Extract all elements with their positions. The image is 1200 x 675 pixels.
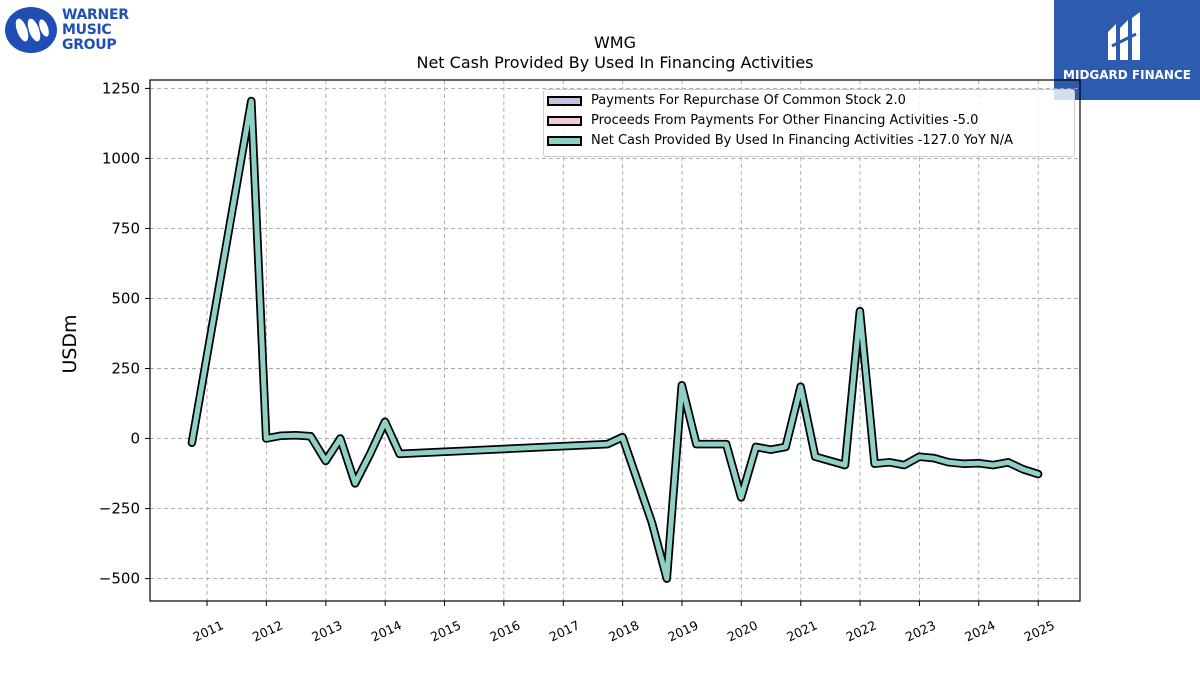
data-point: [799, 385, 802, 388]
data-point: [1007, 461, 1010, 464]
legend-swatch-repurchase: [547, 96, 582, 106]
data-point: [754, 445, 758, 449]
data-point: [294, 434, 297, 437]
logo-line-2: MUSIC: [62, 22, 112, 38]
y-tick-label: −250: [99, 500, 140, 518]
x-tick-label: 2017: [547, 617, 582, 644]
legend-label-net-financing: Net Cash Provided By Used In Financing A…: [591, 133, 1014, 148]
y-tick-label: 250: [111, 360, 140, 378]
data-point: [873, 462, 876, 465]
logo-line-3: GROUP: [62, 37, 117, 53]
series-line: [189, 98, 1041, 582]
data-point: [695, 442, 698, 446]
y-tick-label: −500: [99, 570, 140, 588]
logo-line-1: WARNER: [62, 7, 129, 23]
data-point: [843, 463, 847, 467]
data-point: [665, 577, 668, 580]
legend-item-repurchase: Payments For Repurchase Of Common Stock …: [546, 92, 1072, 112]
y-tick-label: 500: [111, 289, 140, 307]
data-point: [710, 442, 713, 446]
legend-swatch-net-financing: [547, 136, 582, 146]
x-tick-label: 2016: [487, 617, 522, 644]
legend-swatch-other-financing: [547, 116, 582, 126]
data-point: [190, 441, 194, 444]
y-tick-label: 750: [111, 219, 140, 237]
x-tick-label: 2022: [844, 617, 879, 644]
data-point: [828, 459, 832, 463]
data-point: [398, 452, 401, 456]
legend-label-repurchase: Payments For Repurchase Of Common Stock …: [591, 93, 906, 108]
chart-title: WMG: [593, 33, 637, 52]
data-point: [309, 435, 312, 438]
x-tick-label: 2011: [191, 617, 226, 644]
x-tick-label: 2014: [369, 617, 404, 644]
midgard-finance-logo: MIDGARD FINANCE: [1054, 0, 1200, 100]
x-tick-label: 2019: [665, 617, 700, 644]
series-layer: [187, 96, 1043, 583]
data-point: [368, 452, 372, 456]
data-point: [680, 384, 683, 387]
y-tick-label: 1000: [102, 149, 140, 167]
data-point: [769, 448, 772, 451]
data-point: [339, 437, 342, 440]
data-point: [784, 445, 787, 449]
data-point: [903, 463, 906, 467]
data-point: [962, 462, 965, 465]
data-point: [977, 462, 980, 465]
data-point: [265, 437, 268, 440]
data-point: [353, 482, 357, 485]
data-point: [932, 456, 936, 460]
x-tick-label: 2025: [1022, 617, 1057, 644]
data-point: [739, 496, 743, 499]
x-tick-label: 2020: [725, 617, 760, 644]
data-point: [324, 459, 327, 463]
midgard-finance-name: MIDGARD FINANCE: [1063, 68, 1191, 82]
data-point: [858, 309, 862, 313]
midgard-logo-icon: [1108, 12, 1140, 60]
legend-item-other-financing: Proceeds From Payments For Other Financi…: [546, 112, 1072, 132]
data-point: [621, 435, 624, 439]
x-axis-ticks: 2011 2012 2013 2014 2015 2016 2017 2018 2019 2020…: [191, 601, 1057, 644]
warner-music-logo-icon: [5, 7, 57, 53]
x-tick-label: 2023: [903, 617, 938, 644]
warner-music-group-logo: WARNER MUSIC GROUP: [4, 4, 144, 56]
data-point: [1021, 468, 1025, 471]
data-point: [725, 442, 728, 446]
x-tick-label: 2018: [606, 617, 641, 644]
chart-legend: Payments For Repurchase Of Common Stock …: [543, 89, 1075, 157]
legend-item-net-financing: Net Cash Provided By Used In Financing A…: [546, 132, 1072, 152]
data-point: [814, 455, 817, 458]
y-axis-ticks: −500 −250 0 250 500 750 1000 1250: [99, 79, 150, 588]
series-line-outline: [187, 96, 1043, 583]
data-point: [1036, 472, 1040, 476]
plot-area-frame: [149, 79, 1081, 602]
data-point: [383, 420, 387, 423]
x-tick-label: 2012: [250, 617, 285, 644]
data-point: [947, 461, 950, 464]
data-point: [279, 434, 283, 437]
data-point: [888, 461, 891, 464]
x-tick-label: 2015: [428, 617, 463, 644]
data-point: [650, 521, 654, 524]
x-tick-label: 2013: [309, 617, 344, 644]
chart-subtitle: Net Cash Provided By Used In Financing A…: [416, 53, 814, 72]
legend-label-other-financing: Proceeds From Payments For Other Financi…: [591, 113, 979, 128]
warner-music-group-wordmark: WARNER MUSIC GROUP: [62, 8, 129, 53]
y-tick-label: 0: [130, 430, 140, 448]
data-point: [992, 463, 995, 467]
x-tick-label: 2021: [784, 617, 819, 644]
y-tick-label: 1250: [102, 79, 140, 97]
data-point: [918, 455, 921, 458]
grid-lines: [150, 80, 1080, 601]
data-point: [606, 442, 609, 446]
x-tick-label: 2024: [962, 617, 997, 644]
data-point: [250, 99, 253, 103]
y-axis-label: USDm: [59, 314, 81, 373]
